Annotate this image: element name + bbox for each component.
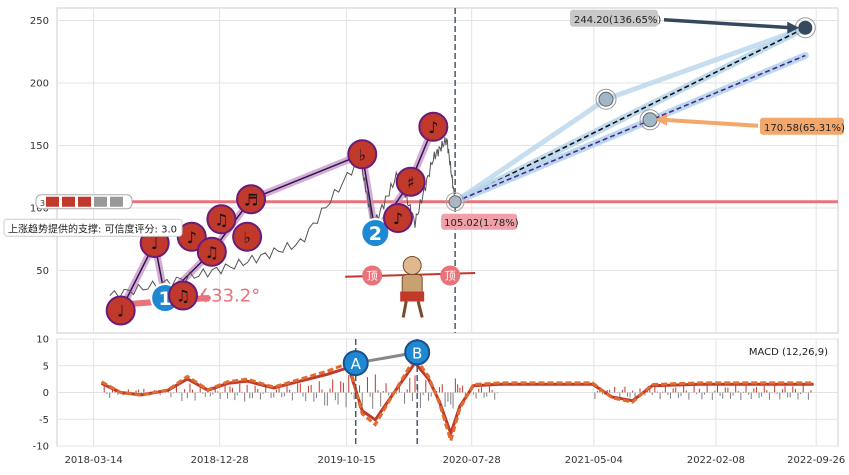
projection-end-node bbox=[798, 20, 813, 35]
macd-mark-circle bbox=[404, 339, 431, 366]
macd-line bbox=[100, 354, 814, 446]
x-tick-label: 2018-12-28 bbox=[191, 455, 249, 466]
note-symbol: ♫ bbox=[214, 210, 228, 229]
note-symbol: ♯ bbox=[407, 173, 415, 192]
projection-dashed-line bbox=[454, 54, 806, 203]
projection-tag-gray bbox=[570, 9, 658, 27]
note-symbol: ♭ bbox=[358, 145, 366, 164]
note-marker bbox=[206, 204, 237, 235]
note-symbol: ♬ bbox=[244, 190, 258, 209]
top-badge-label: 顶 bbox=[445, 270, 456, 283]
macd-y-tick-label: -5 bbox=[39, 415, 49, 426]
note-marker bbox=[418, 111, 449, 142]
projection-node bbox=[642, 112, 658, 128]
projection-label-1: 244.20(136.65%) bbox=[574, 15, 661, 26]
projection-arrow-1 bbox=[663, 18, 792, 30]
monkey-king-figure-icon bbox=[400, 256, 425, 318]
price-y-tick-label: 150 bbox=[30, 141, 49, 152]
note-marker bbox=[236, 184, 267, 215]
projection-dashed-line bbox=[454, 27, 806, 203]
current-price-ring bbox=[445, 192, 465, 212]
small-badge-square bbox=[78, 196, 91, 207]
figure-skirt bbox=[400, 291, 425, 302]
price-y-tick-label: 50 bbox=[36, 266, 49, 277]
small-badge-text: 3 bbox=[40, 199, 45, 208]
macd-y-tick-label: 10 bbox=[36, 335, 49, 346]
note-symbol: ♩ bbox=[117, 302, 125, 321]
small-badge-square bbox=[110, 196, 123, 207]
projection-node-ring bbox=[595, 88, 617, 110]
note-symbol: ♪ bbox=[393, 209, 403, 228]
price-y-tick-label: 200 bbox=[30, 79, 49, 90]
projection-tag-orange bbox=[760, 117, 844, 135]
note-symbol: ♪ bbox=[187, 228, 197, 247]
macd-mark-label: A bbox=[351, 355, 362, 373]
macd-y-tick-label: 0 bbox=[43, 388, 49, 399]
note-symbol: ♪ bbox=[428, 118, 438, 137]
projection-arrowhead-2 bbox=[655, 113, 668, 126]
top-badge-circle bbox=[440, 265, 461, 286]
note-symbol: ♫ bbox=[205, 243, 219, 262]
current-price-tag bbox=[441, 213, 518, 230]
note-marker bbox=[105, 295, 136, 326]
macd-mark-circle bbox=[342, 350, 369, 377]
wave-count-marker bbox=[360, 218, 391, 248]
top-badge-label: 顶 bbox=[367, 270, 378, 283]
note-marker bbox=[383, 203, 414, 233]
x-tick-label: 2022-09-26 bbox=[787, 455, 845, 466]
note-marker bbox=[395, 166, 426, 197]
macd-y-tick-label: 5 bbox=[43, 361, 49, 372]
projection-arrowhead-1 bbox=[787, 21, 800, 34]
wave-count-label: 2 bbox=[369, 223, 382, 245]
support-label-text: 上涨趋势提供的支撑: 可信度评分: 3.0 bbox=[8, 222, 177, 235]
note-symbol: ♫ bbox=[176, 287, 190, 306]
x-tick-label: 2022-02-08 bbox=[687, 455, 745, 466]
note-symbol: ♭ bbox=[243, 228, 251, 247]
note-symbol: ♩ bbox=[151, 234, 159, 253]
current-price-node bbox=[448, 195, 462, 209]
figure-leg bbox=[416, 301, 424, 318]
note-marker bbox=[232, 221, 263, 252]
current-price-label: 105.02(1.78%) bbox=[444, 218, 519, 229]
macd-legend: MACD (12,26,9) bbox=[749, 347, 828, 358]
x-tick-label: 2019-10-15 bbox=[317, 455, 375, 466]
x-tick-label: 2020-07-28 bbox=[443, 455, 501, 466]
small-badge-square bbox=[62, 196, 75, 207]
x-tick-label: 2021-05-04 bbox=[565, 455, 623, 466]
note-marker bbox=[196, 236, 227, 267]
note-marker bbox=[347, 139, 378, 170]
small-badge-square bbox=[46, 196, 59, 207]
top-badge-circle bbox=[362, 265, 383, 286]
projection-node bbox=[598, 91, 614, 107]
x-tick-label: 2018-03-14 bbox=[65, 455, 123, 466]
figure-leg bbox=[401, 301, 408, 318]
angle-label: ∡33.2° bbox=[195, 286, 260, 307]
small-badge-square bbox=[94, 196, 107, 207]
figure-head bbox=[402, 256, 422, 275]
support-label-box bbox=[3, 218, 183, 237]
price-y-tick-label: 250 bbox=[30, 16, 49, 27]
projection-arrow-2 bbox=[661, 117, 759, 128]
projection-label-2: 170.58(65.31%) bbox=[764, 123, 845, 134]
macd-y-tick-label: -10 bbox=[33, 442, 49, 453]
note-marker bbox=[168, 280, 199, 311]
macd-mark-label: B bbox=[412, 344, 422, 362]
